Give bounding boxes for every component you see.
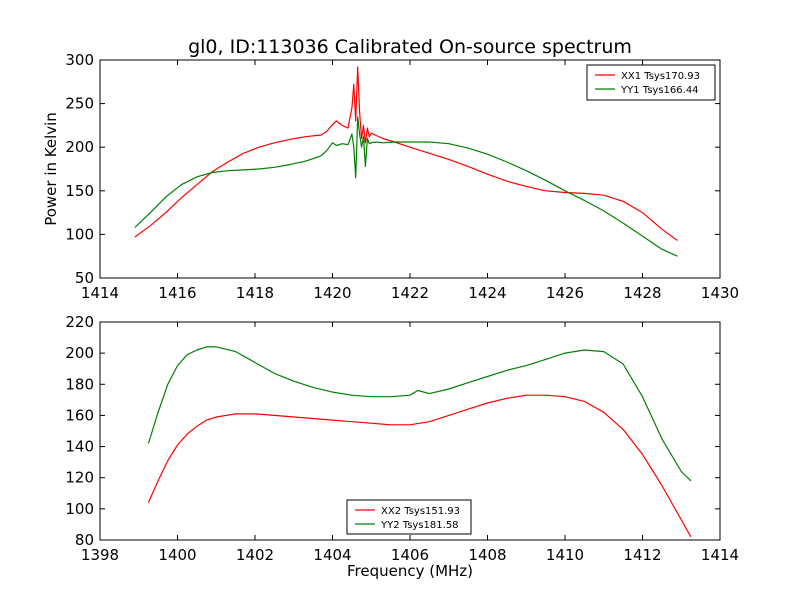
series-line-yy2-tsys181-58 [147, 346, 692, 482]
y-tick-label: 220 [65, 313, 94, 331]
y-tick-label: 80 [75, 531, 94, 549]
x-tick-label: 1402 [236, 546, 274, 564]
y-tick-label: 180 [65, 375, 94, 393]
x-tick-label: 1418 [236, 284, 274, 302]
x-tick-label: 1424 [468, 284, 506, 302]
x-tick-label: 1414 [701, 546, 739, 564]
x-tick-label: 1416 [158, 284, 196, 302]
y-tick-label: 300 [65, 51, 94, 69]
y-tick-label: 140 [65, 438, 94, 456]
legend-entry-label: YY2 Tsys181.58 [380, 520, 459, 531]
y-tick-label: 200 [65, 344, 94, 362]
x-tick-label: 1412 [623, 546, 661, 564]
y-tick-label: 250 [65, 95, 94, 113]
chart-title: gl0, ID:113036 Calibrated On-source spec… [188, 36, 632, 58]
x-tick-label: 1420 [313, 284, 351, 302]
y-tick-label: 50 [75, 269, 94, 287]
x-tick-label: 1422 [391, 284, 429, 302]
x-tick-label: 1404 [313, 546, 351, 564]
legend: XX1 Tsys170.93 YY1 Tsys166.44 [586, 64, 716, 101]
series-line-xx1-tsys170-93 [134, 66, 678, 241]
x-tick-label: 1406 [391, 546, 429, 564]
bottom-x-axis-label: Frequency (MHz) [347, 562, 473, 580]
x-tick-label: 1408 [468, 546, 506, 564]
y-tick-label: 100 [65, 225, 94, 243]
series-line-yy1-tsys166-44 [134, 116, 678, 257]
y-tick-label: 200 [65, 138, 94, 156]
legend-entry-label: YY1 Tsys166.44 [620, 85, 699, 96]
legend-entry-label: XX2 Tsys151.93 [381, 506, 460, 517]
y-tick-label: 150 [65, 182, 94, 200]
x-tick-label: 1400 [158, 546, 196, 564]
x-tick-label: 1430 [701, 284, 739, 302]
x-tick-label: 1410 [546, 546, 584, 564]
series-line-xx2-tsys151-93 [147, 394, 692, 538]
legend: XX2 Tsys151.93 YY2 Tsys181.58 [346, 499, 472, 535]
y-tick-label: 160 [65, 406, 94, 424]
y-tick-label: 100 [65, 500, 94, 518]
legend-entry-label: XX1 Tsys170.93 [621, 71, 700, 82]
bottom-panel: 1398 1400 1402 1404 1406 1408 1410 1412 1414 80 10… [65, 313, 739, 564]
x-tick-label: 1398 [81, 546, 119, 564]
top-panel: 1414 1416 1418 1420 1422 1424 1426 1428 1430 50 10… [65, 51, 739, 302]
x-tick-label: 1426 [546, 284, 584, 302]
x-tick-label: 1414 [81, 284, 119, 302]
y-tick-label: 120 [65, 469, 94, 487]
x-tick-label: 1428 [623, 284, 661, 302]
top-y-axis-label: Power in Kelvin [42, 112, 60, 226]
